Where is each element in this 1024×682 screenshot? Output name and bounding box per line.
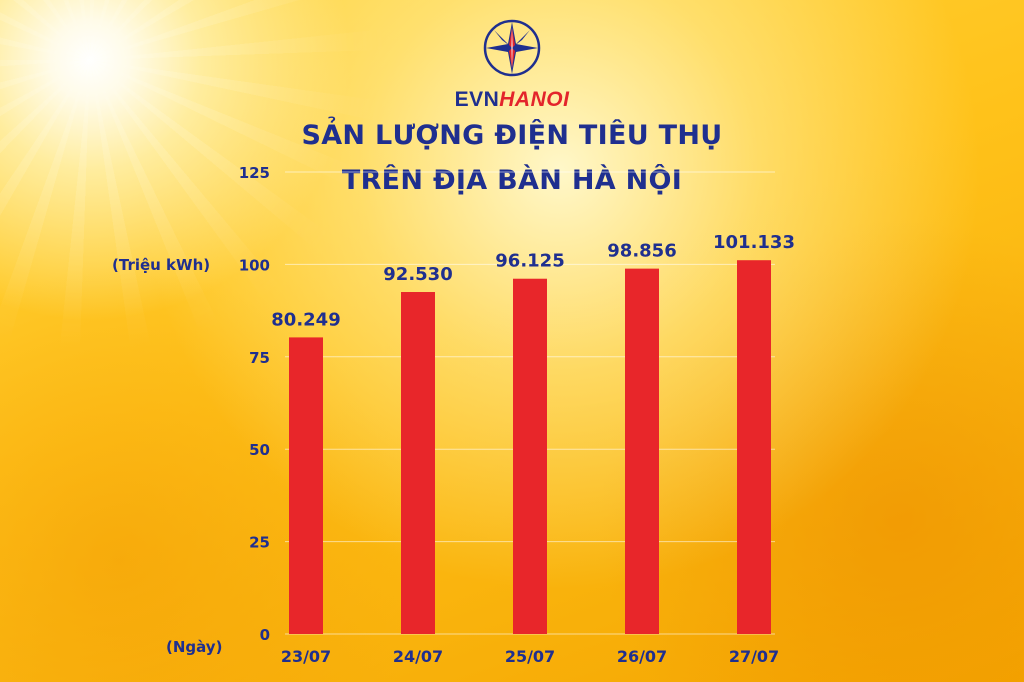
bar-value-label: 98.856	[607, 241, 676, 262]
y-tick-label: 100	[239, 256, 270, 274]
x-tick-label: 23/07	[281, 647, 331, 666]
evn-star-logo-icon	[483, 19, 541, 77]
y-tick-label: 0	[260, 626, 270, 644]
bar-value-label: 96.125	[495, 251, 564, 272]
y-axis-unit-label: (Triệu kWh)	[112, 256, 211, 274]
bar	[401, 292, 435, 634]
sun-glare-background	[0, 0, 420, 360]
bar-value-label: 101.133	[713, 232, 795, 253]
chart-title-line-1: SẢN LƯỢNG ĐIỆN TIÊU THỤ	[301, 120, 723, 151]
x-tick-label: 24/07	[393, 647, 443, 666]
brand-evn: EVN	[454, 88, 500, 111]
y-tick-label: 50	[249, 441, 270, 459]
x-tick-label: 26/07	[617, 647, 667, 666]
brand-hanoi: HANOI	[499, 88, 570, 111]
bar	[513, 278, 547, 634]
bar	[289, 337, 323, 634]
evn-logo	[472, 18, 552, 80]
bar	[625, 268, 659, 634]
y-tick-label: 25	[249, 534, 270, 552]
x-tick-label: 27/07	[729, 647, 779, 666]
y-tick-label: 125	[239, 164, 270, 182]
x-tick-label: 25/07	[505, 647, 555, 666]
bar-value-label: 80.249	[271, 309, 340, 330]
x-axis-unit-label: (Ngày)	[166, 638, 223, 656]
brand-name: EVNHANOI	[430, 88, 594, 112]
y-tick-label: 75	[249, 349, 270, 367]
chart-title-line-2: TRÊN ĐỊA BÀN HÀ NỘI	[341, 165, 683, 196]
bar-value-label: 92.530	[383, 264, 452, 285]
bar	[737, 260, 771, 634]
